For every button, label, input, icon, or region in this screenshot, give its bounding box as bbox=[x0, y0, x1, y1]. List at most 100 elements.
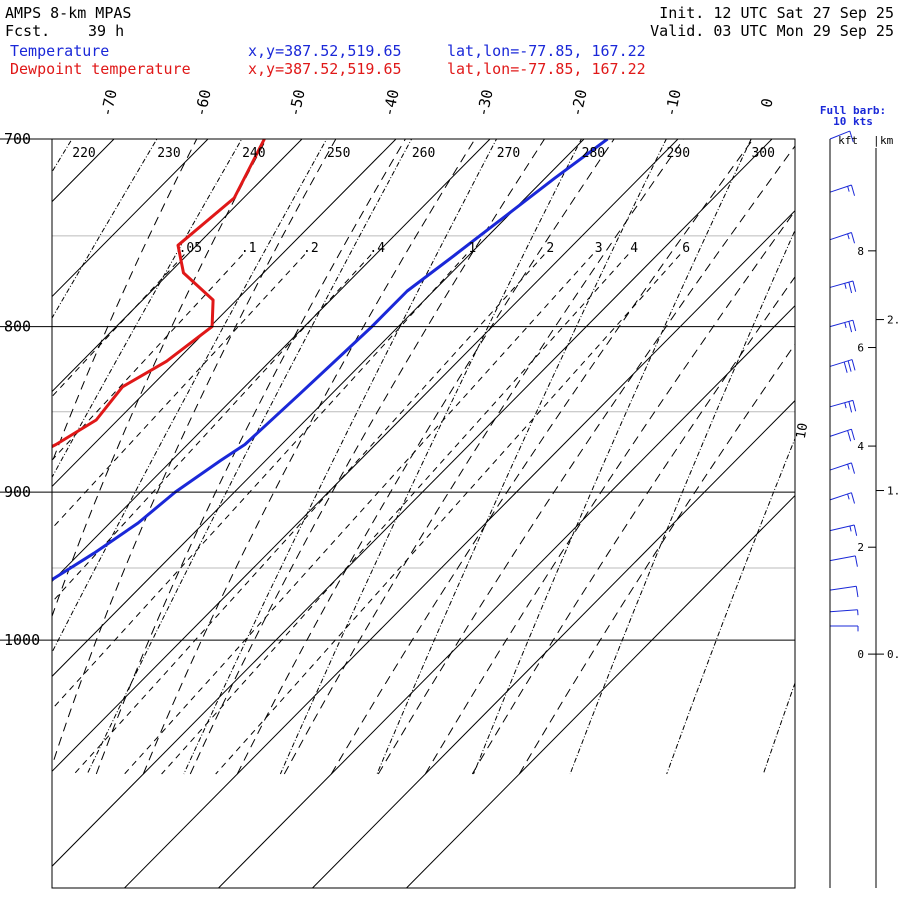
wind-barb-flag bbox=[852, 320, 857, 332]
temperature-legend-label: Temperature bbox=[10, 42, 110, 60]
dry-adiabat-line bbox=[473, 139, 752, 775]
forecast-label: Fcst. bbox=[5, 22, 51, 40]
wind-barb-staff bbox=[829, 399, 854, 408]
dry-adiabat-line bbox=[52, 139, 73, 173]
temperature-curve bbox=[52, 139, 609, 582]
mixing-ratio-line bbox=[52, 254, 467, 710]
isotherm-line bbox=[52, 139, 585, 678]
wind-barb-flag bbox=[844, 322, 847, 329]
dewpoint-curve bbox=[52, 139, 266, 449]
isotherm-line bbox=[0, 139, 20, 888]
isotherm-line bbox=[52, 139, 303, 393]
isotherm-line bbox=[52, 139, 397, 488]
isotherm-label: 0 bbox=[757, 97, 776, 110]
wind-barb-staff bbox=[829, 319, 854, 328]
wind-barb-flag bbox=[850, 492, 856, 504]
kft-tick-label: 2 bbox=[857, 541, 864, 554]
dry-adiabat-line bbox=[376, 139, 667, 775]
mixing-ratio-line bbox=[52, 254, 372, 603]
wind-scale-label: 10 bbox=[794, 422, 811, 440]
wind-barb bbox=[829, 609, 859, 616]
dry-adiabat-line bbox=[666, 437, 795, 775]
dry-adiabat-line bbox=[762, 681, 795, 775]
moist-adiabat-line bbox=[52, 139, 337, 768]
moist-adiabat-line bbox=[283, 139, 685, 775]
isotherm-line bbox=[52, 139, 491, 583]
wind-barb-staff bbox=[829, 555, 856, 562]
dry-adiabat-line bbox=[52, 139, 328, 654]
wind-barb bbox=[830, 625, 859, 632]
isotherm-label: -70 bbox=[97, 88, 120, 118]
dewpoint-legend-xy: x,y=387.52,519.65 bbox=[248, 60, 402, 78]
kft-tick-label: 6 bbox=[857, 342, 864, 355]
isotherm-line bbox=[52, 139, 209, 298]
forecast-hours: 39 h bbox=[88, 22, 125, 40]
wind-barb-flag bbox=[847, 186, 850, 192]
temperature-legend-xy: x,y=387.52,519.65 bbox=[248, 42, 402, 60]
wind-barb bbox=[829, 319, 857, 333]
wind-barb bbox=[829, 462, 856, 474]
wind-barbs bbox=[829, 130, 859, 632]
mixing-ratio-line bbox=[52, 254, 244, 461]
wind-barb-staff bbox=[829, 428, 852, 437]
moist-adiabat-line bbox=[377, 145, 795, 775]
dry-adiabat-line bbox=[279, 139, 582, 775]
wind-barb-flag bbox=[854, 555, 858, 567]
wind-barb-staff bbox=[829, 184, 852, 193]
wind-barb-staff bbox=[829, 585, 857, 591]
wind-barb-flag bbox=[855, 586, 859, 598]
kft-tick-label: 0 bbox=[857, 648, 864, 661]
sounding-curves bbox=[52, 139, 609, 582]
wind-barb-flag bbox=[844, 402, 847, 409]
km-tick-label: 1. bbox=[887, 485, 900, 498]
mixing-ratio-line bbox=[215, 254, 681, 775]
wind-barb-flag bbox=[849, 130, 854, 143]
barb-legend-line1: Full barb: bbox=[820, 104, 886, 117]
mixing-ratio-label: 3 bbox=[595, 241, 603, 256]
dry-adiabat-line bbox=[569, 229, 795, 775]
dry-adiabat-label: 220 bbox=[72, 146, 95, 161]
dry-adiabat-label: 300 bbox=[751, 146, 774, 161]
wind-barb-flag bbox=[850, 462, 856, 474]
wind-barb bbox=[829, 399, 857, 413]
dry-adiabat-line bbox=[52, 139, 243, 479]
moist-adiabat-line bbox=[142, 139, 476, 775]
wind-barb-flag bbox=[850, 429, 856, 441]
km-unit-label: km bbox=[880, 134, 894, 147]
barb-legend-line2: 10 kts bbox=[833, 115, 873, 128]
wind-barb-flag bbox=[848, 321, 853, 333]
mixing-ratio-label: 4 bbox=[630, 241, 638, 256]
dry-adiabat-label: 280 bbox=[582, 146, 605, 161]
wind-barb bbox=[829, 585, 859, 598]
dry-adiabat-line bbox=[0, 13, 67, 774]
wind-barb bbox=[829, 524, 858, 536]
wind-barb-flag bbox=[844, 283, 847, 289]
wind-barb bbox=[829, 359, 856, 373]
isotherm-label: -10 bbox=[661, 88, 684, 118]
dewpoint-legend-label: Dewpoint temperature bbox=[10, 60, 191, 78]
moist-adiabat-line bbox=[236, 139, 615, 775]
wind-barb-flag bbox=[850, 232, 856, 244]
moist-adiabat-line bbox=[95, 139, 406, 775]
mixing-ratio-label: 1 bbox=[468, 241, 476, 256]
wind-barb-staff bbox=[829, 462, 852, 471]
wind-barb-staff bbox=[829, 524, 855, 532]
isotherm-line bbox=[52, 139, 773, 867]
isotherm-label: -30 bbox=[473, 88, 496, 118]
unit-separator: | bbox=[873, 134, 880, 147]
wind-barb bbox=[829, 428, 856, 442]
mixing-ratio-line bbox=[161, 254, 629, 775]
valid-time: Valid. 03 UTC Mon 29 Sep 25 bbox=[650, 22, 894, 40]
dry-adiabat-label: 250 bbox=[327, 146, 350, 161]
wind-barb-flag bbox=[847, 493, 850, 500]
wind-barb bbox=[829, 280, 857, 294]
wind-barb-staff bbox=[829, 280, 854, 288]
wind-barb-flag bbox=[847, 233, 850, 240]
wind-barb-flag bbox=[847, 464, 850, 470]
wind-barb bbox=[829, 555, 858, 567]
kft-unit-label: kft bbox=[838, 134, 858, 147]
wind-barb bbox=[829, 130, 854, 143]
km-tick-label: 2. bbox=[887, 314, 900, 327]
wind-barb-flag bbox=[850, 184, 856, 196]
